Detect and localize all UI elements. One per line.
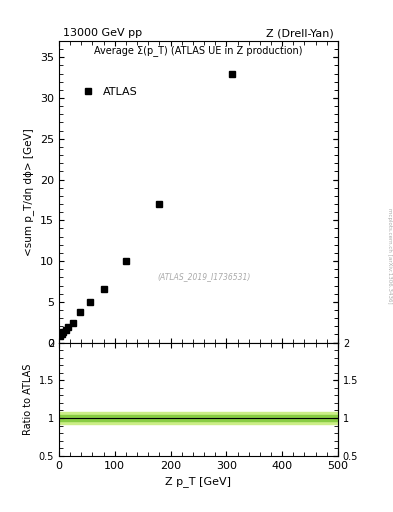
Legend: ATLAS: ATLAS	[73, 83, 142, 101]
ATLAS	[61, 329, 66, 335]
ATLAS	[101, 286, 106, 292]
ATLAS	[63, 327, 68, 333]
ATLAS	[123, 258, 128, 264]
Text: (ATLAS_2019_I1736531): (ATLAS_2019_I1736531)	[157, 272, 251, 281]
X-axis label: Z p_T [GeV]: Z p_T [GeV]	[165, 476, 231, 487]
Text: 13000 GeV pp: 13000 GeV pp	[63, 28, 142, 38]
ATLAS	[71, 320, 75, 326]
ATLAS	[59, 331, 64, 337]
ATLAS	[87, 298, 92, 305]
ATLAS	[157, 201, 162, 207]
Text: Z (Drell-Yan): Z (Drell-Yan)	[266, 28, 334, 38]
ATLAS	[58, 333, 62, 339]
Y-axis label: <sum p_T/dη dϕ> [GeV]: <sum p_T/dη dϕ> [GeV]	[24, 128, 35, 255]
ATLAS	[78, 309, 83, 315]
Text: Average Σ(p_T) (ATLAS UE in Z production): Average Σ(p_T) (ATLAS UE in Z production…	[94, 46, 303, 56]
Line: ATLAS: ATLAS	[57, 71, 235, 338]
ATLAS	[66, 324, 71, 330]
Y-axis label: Ratio to ATLAS: Ratio to ATLAS	[23, 364, 33, 435]
Text: mcplots.cern.ch [arXiv:1306.3436]: mcplots.cern.ch [arXiv:1306.3436]	[387, 208, 392, 304]
ATLAS	[230, 71, 234, 77]
